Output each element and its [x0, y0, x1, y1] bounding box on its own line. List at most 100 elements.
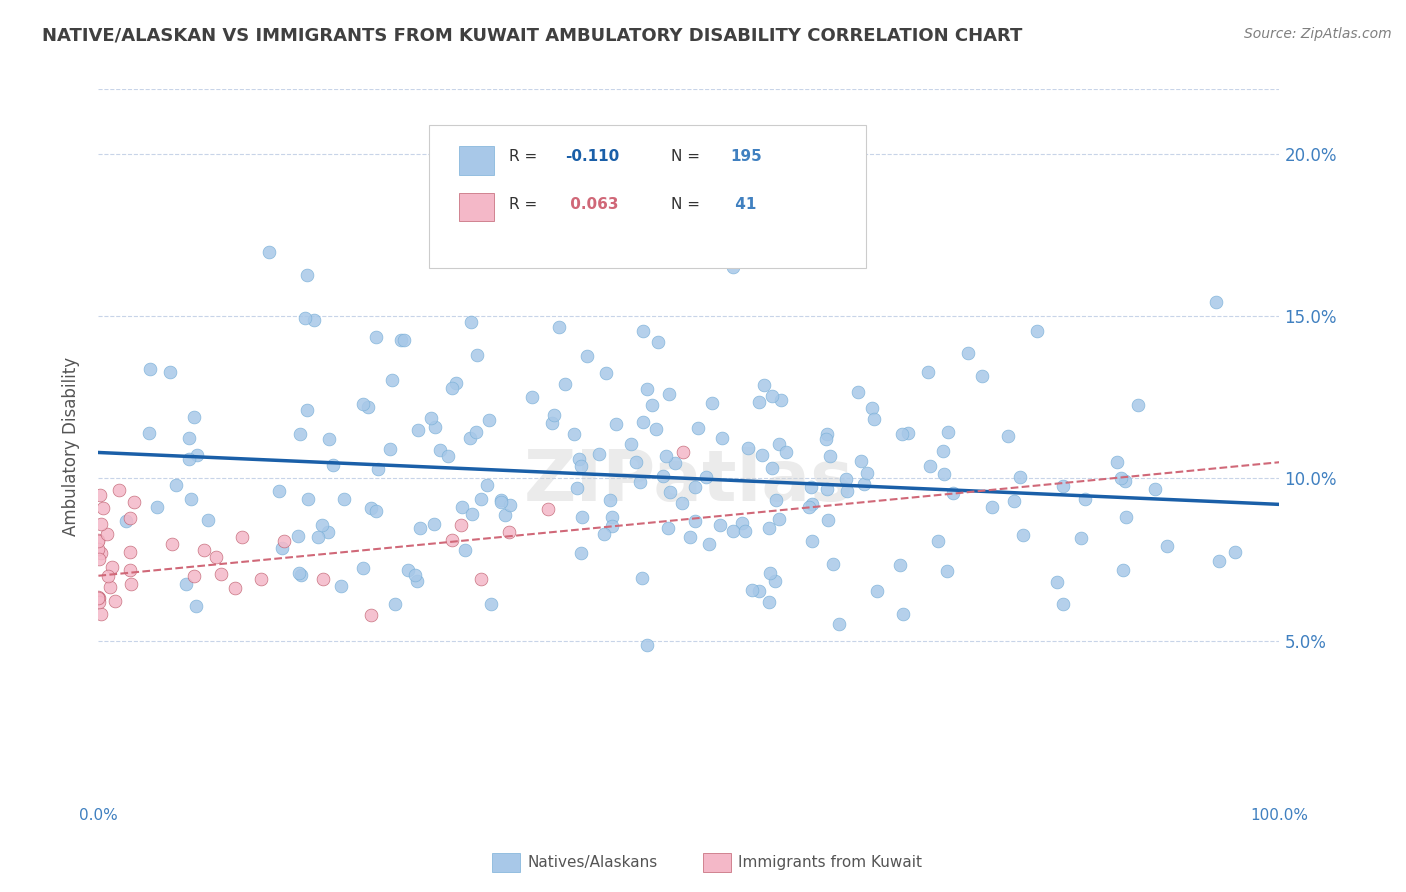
- Point: [1205, 295, 1227, 310]
- Point: [721, 524, 744, 539]
- Text: -0.110: -0.110: [565, 150, 619, 164]
- Point: [423, 517, 446, 532]
- Text: R =: R =: [509, 197, 543, 212]
- Point: [290, 427, 312, 442]
- Point: [678, 530, 700, 544]
- Point: [797, 500, 820, 514]
- Text: Source: ZipAtlas.com: Source: ZipAtlas.com: [1244, 27, 1392, 41]
- Point: [1070, 531, 1092, 545]
- Point: [758, 520, 780, 534]
- Point: [441, 533, 464, 548]
- Point: [491, 492, 513, 507]
- Text: 195: 195: [730, 150, 762, 164]
- Point: [90, 546, 112, 560]
- Point: [890, 427, 912, 442]
- Point: [541, 417, 564, 431]
- Point: [770, 393, 793, 408]
- Point: [352, 560, 374, 574]
- Point: [271, 541, 294, 556]
- Text: R =: R =: [509, 150, 543, 164]
- Point: [231, 530, 253, 544]
- Point: [179, 452, 201, 467]
- Point: [599, 493, 621, 508]
- Point: [458, 431, 481, 445]
- Point: [731, 516, 754, 531]
- Point: [828, 616, 851, 631]
- Point: [318, 432, 340, 446]
- Point: [360, 500, 382, 515]
- Point: [633, 415, 655, 429]
- Point: [380, 442, 402, 457]
- Point: [917, 365, 939, 379]
- Point: [96, 527, 118, 541]
- Point: [330, 579, 353, 593]
- Point: [295, 268, 318, 283]
- Point: [748, 584, 770, 599]
- Point: [815, 432, 838, 446]
- Point: [981, 500, 1004, 514]
- Point: [478, 413, 501, 427]
- Point: [312, 572, 335, 586]
- Point: [889, 558, 911, 572]
- Point: [852, 476, 875, 491]
- Point: [104, 593, 127, 607]
- Point: [835, 472, 858, 486]
- Point: [87, 533, 110, 548]
- Point: [89, 552, 111, 566]
- Text: 41: 41: [730, 197, 756, 212]
- Point: [477, 477, 499, 491]
- Point: [1074, 491, 1097, 506]
- Y-axis label: Ambulatory Disability: Ambulatory Disability: [62, 357, 80, 535]
- Point: [821, 557, 844, 571]
- Point: [1208, 554, 1230, 568]
- Point: [932, 444, 955, 458]
- Point: [87, 591, 110, 605]
- Point: [957, 346, 980, 360]
- Point: [389, 333, 412, 347]
- Point: [657, 521, 679, 535]
- Text: N =: N =: [671, 150, 704, 164]
- Point: [381, 373, 404, 387]
- Point: [316, 525, 339, 540]
- Point: [159, 365, 181, 379]
- Point: [702, 396, 724, 410]
- Point: [927, 534, 949, 549]
- Point: [624, 455, 647, 469]
- Point: [815, 482, 838, 496]
- Point: [406, 424, 429, 438]
- Text: 0.063: 0.063: [565, 197, 619, 212]
- Point: [1025, 324, 1047, 338]
- Point: [91, 500, 114, 515]
- Point: [364, 329, 387, 343]
- Point: [942, 486, 965, 500]
- Point: [267, 483, 290, 498]
- Point: [204, 549, 226, 564]
- Point: [817, 513, 839, 527]
- Point: [290, 568, 312, 582]
- Bar: [458, 193, 494, 221]
- Point: [866, 583, 889, 598]
- Point: [311, 517, 333, 532]
- Point: [115, 514, 138, 528]
- Point: [568, 451, 591, 466]
- Point: [437, 449, 460, 463]
- Point: [761, 389, 783, 403]
- Point: [801, 533, 824, 548]
- Point: [460, 507, 482, 521]
- Point: [655, 449, 678, 463]
- Point: [1112, 563, 1135, 577]
- Point: [1052, 597, 1074, 611]
- Point: [364, 504, 387, 518]
- Point: [419, 410, 441, 425]
- Point: [761, 460, 783, 475]
- Point: [122, 495, 145, 509]
- Point: [1126, 398, 1149, 412]
- Point: [89, 488, 111, 502]
- Point: [997, 428, 1019, 442]
- Point: [405, 567, 427, 582]
- Point: [697, 537, 720, 551]
- Point: [640, 398, 662, 412]
- Point: [367, 462, 389, 476]
- Point: [451, 500, 474, 515]
- Point: [855, 466, 877, 480]
